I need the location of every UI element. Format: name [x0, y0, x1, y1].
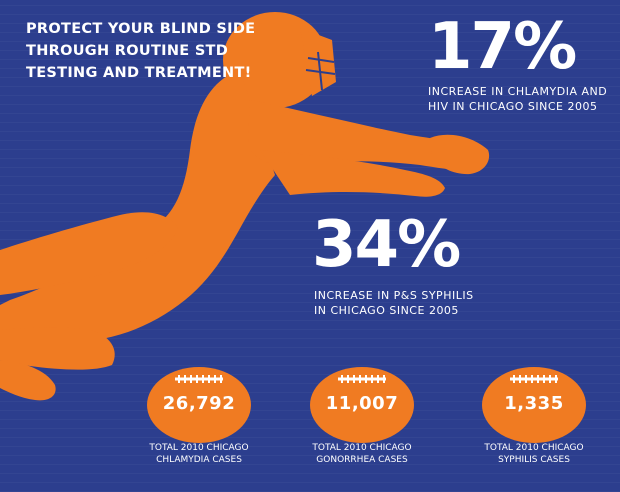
stat-description: INCREASE IN CHLAMYDIA AND HIV IN CHICAGO… — [428, 84, 607, 114]
football-caption-line: SYPHILIS CASES — [498, 455, 570, 465]
stat-description-line: IN CHICAGO SINCE 2005 — [314, 304, 459, 317]
football-value: 1,335 — [504, 393, 564, 414]
football-stat: 1,335 — [480, 365, 588, 445]
stat-description-line: HIV IN CHICAGO SINCE 2005 — [428, 100, 598, 113]
football-caption: TOTAL 2010 CHICAGO SYPHILIS CASES — [464, 442, 604, 466]
stat-description-line: INCREASE IN P&S SYPHILIS — [314, 289, 474, 302]
football-caption-line: TOTAL 2010 CHICAGO — [484, 443, 584, 453]
stat-value: 17% — [428, 10, 577, 84]
headline-line: THROUGH ROUTINE STD — [26, 43, 229, 59]
football-value: 11,007 — [325, 393, 399, 414]
football-caption: TOTAL 2010 CHICAGO GONORRHEA CASES — [292, 442, 432, 466]
stat-description: INCREASE IN P&S SYPHILIS IN CHICAGO SINC… — [314, 288, 474, 318]
football-stat: 26,792 — [145, 365, 253, 445]
football-stat: 11,007 — [308, 365, 416, 445]
football-icon — [310, 367, 414, 443]
headline-line: PROTECT YOUR BLIND SIDE — [26, 21, 256, 37]
football-caption-line: GONORRHEA CASES — [316, 455, 408, 465]
football-icon — [482, 367, 586, 443]
stat-value: 34% — [312, 208, 461, 282]
football-icon — [147, 367, 251, 443]
football-caption: TOTAL 2010 CHICAGO CHLAMYDIA CASES — [129, 442, 269, 466]
headline-line: TESTING AND TREATMENT! — [26, 65, 252, 81]
football-caption-line: CHLAMYDIA CASES — [156, 455, 242, 465]
football-caption-line: TOTAL 2010 CHICAGO — [312, 443, 412, 453]
football-value: 26,792 — [162, 393, 236, 414]
football-caption-line: TOTAL 2010 CHICAGO — [149, 443, 249, 453]
stat-description-line: INCREASE IN CHLAMYDIA AND — [428, 85, 608, 98]
headline: PROTECT YOUR BLIND SIDE THROUGH ROUTINE … — [26, 18, 256, 84]
